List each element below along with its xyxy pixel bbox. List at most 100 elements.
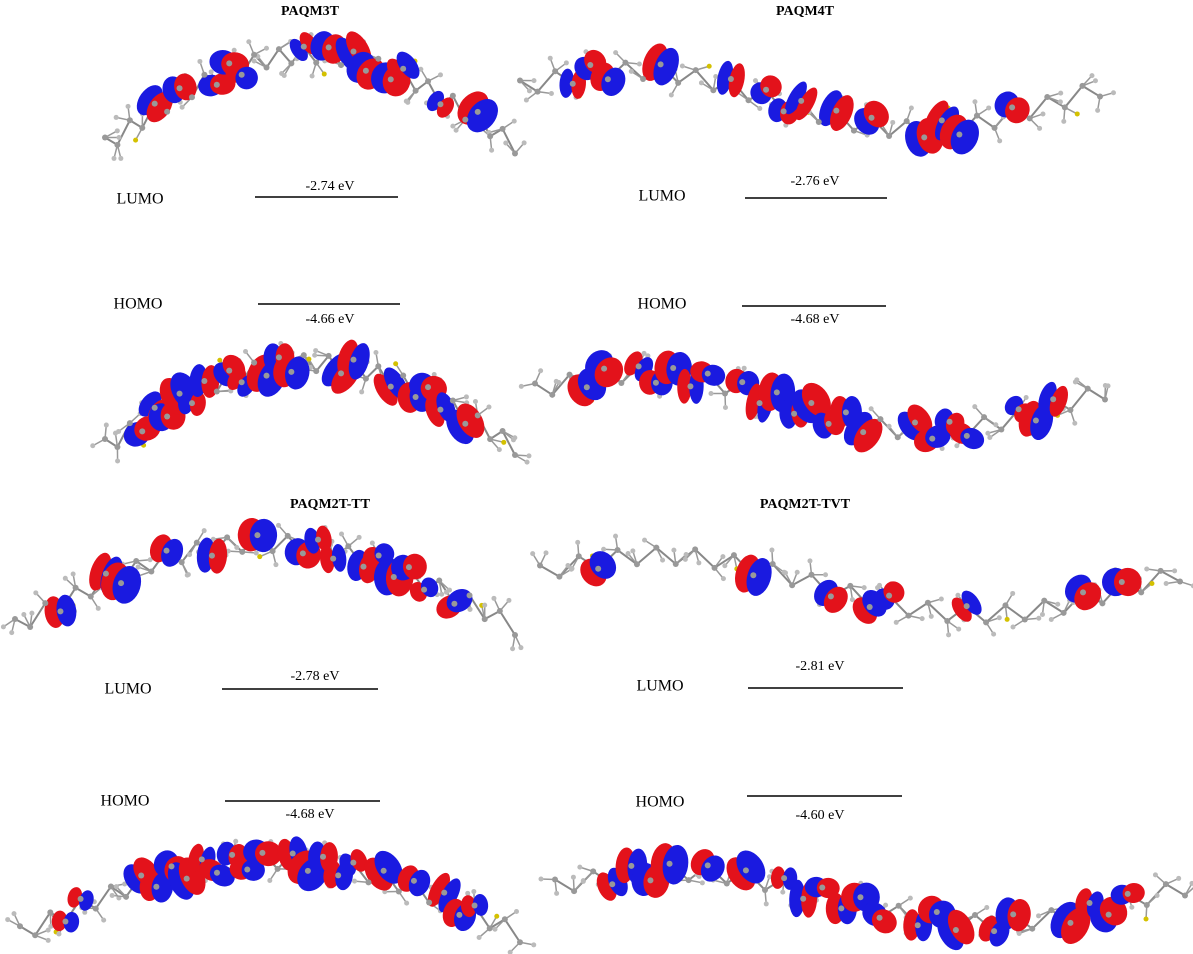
atom [72, 584, 79, 591]
atom [164, 108, 171, 115]
atom [563, 60, 569, 66]
atom [437, 72, 443, 78]
orbital-lobe [67, 887, 83, 908]
atom [696, 560, 702, 566]
orbital-lobe [559, 68, 575, 98]
atom [257, 554, 263, 560]
atom [70, 571, 76, 577]
atom [350, 356, 357, 363]
atom [860, 429, 867, 436]
atom [1036, 913, 1042, 919]
atom [330, 555, 337, 562]
atom [752, 78, 758, 84]
homo-label: HOMO [636, 794, 685, 811]
atom [506, 597, 512, 603]
atom [226, 60, 233, 67]
atom [609, 881, 616, 888]
atom [972, 404, 978, 410]
atom [991, 124, 998, 131]
atom [946, 632, 952, 638]
atom [833, 107, 840, 114]
atom [1118, 579, 1125, 586]
atom [518, 383, 524, 389]
atom [213, 869, 220, 876]
atom [321, 71, 327, 77]
atom [510, 646, 516, 652]
atom [986, 105, 992, 111]
atom [12, 616, 18, 622]
orbital-lobe [1007, 899, 1031, 932]
atom [1061, 118, 1067, 124]
orbital-lobe [472, 893, 489, 916]
atom [1048, 616, 1054, 622]
atom [1172, 568, 1178, 574]
atom [116, 135, 122, 141]
atom [919, 616, 925, 622]
atom [756, 400, 763, 407]
atom [645, 353, 651, 359]
atom [90, 443, 96, 449]
atom [876, 914, 883, 921]
atom [375, 363, 382, 370]
atom [56, 931, 62, 937]
atom [849, 597, 855, 603]
atom [590, 868, 597, 875]
atom [456, 911, 463, 918]
atom [151, 100, 158, 107]
bond [791, 573, 812, 587]
atom [288, 368, 295, 375]
atom [0, 624, 6, 630]
atom [877, 582, 883, 588]
orbital-lobe [316, 525, 332, 552]
atom [587, 62, 594, 69]
atom [437, 406, 444, 413]
atom [188, 94, 195, 101]
atom [390, 574, 397, 581]
atom [308, 364, 314, 370]
atom [912, 419, 918, 426]
atom [530, 551, 536, 557]
atom [29, 610, 35, 616]
atom [939, 446, 945, 452]
atom [1072, 379, 1078, 385]
atom [465, 890, 471, 896]
atom [635, 363, 642, 370]
orbital-lobe [677, 368, 692, 404]
atom [763, 86, 770, 93]
atom [685, 877, 692, 884]
atom [657, 61, 664, 68]
atom [92, 905, 99, 912]
atom [766, 874, 772, 880]
atom [176, 85, 183, 92]
atom [1044, 94, 1051, 101]
atom [1026, 115, 1033, 122]
atom [1061, 104, 1068, 111]
atom [670, 365, 677, 372]
atom [798, 97, 805, 104]
atom [239, 548, 246, 555]
bond [1165, 883, 1186, 897]
atom [1182, 892, 1188, 899]
atom [720, 576, 726, 582]
atom [102, 134, 108, 141]
atom [1099, 600, 1106, 607]
lumo-energy: -2.74 eV [306, 179, 355, 194]
atom [781, 875, 788, 882]
atom [503, 140, 509, 146]
atom [425, 384, 432, 391]
atom [660, 557, 666, 563]
bond [271, 535, 289, 552]
atom [1189, 880, 1193, 886]
atom [526, 453, 532, 459]
atom [304, 867, 311, 874]
atom [393, 361, 399, 367]
orbital-lobe [151, 872, 174, 903]
bond [265, 48, 280, 69]
atom [868, 406, 874, 412]
atom [153, 883, 160, 890]
atom [1129, 904, 1135, 910]
atom [9, 630, 15, 636]
atom [780, 108, 787, 115]
atom [139, 428, 146, 435]
atom [57, 608, 64, 615]
